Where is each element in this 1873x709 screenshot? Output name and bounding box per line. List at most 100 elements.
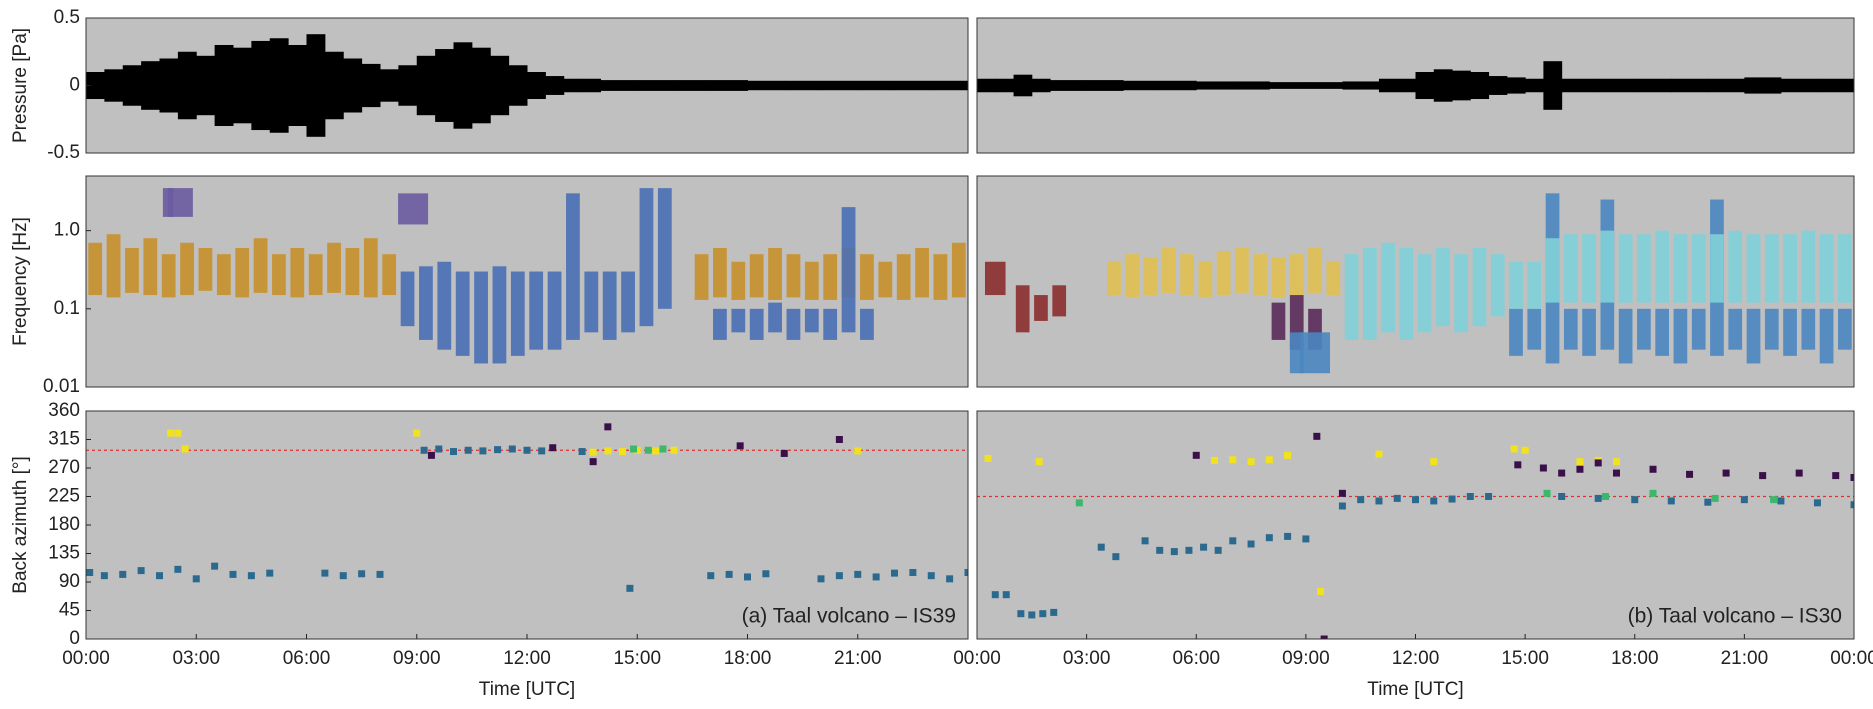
frequency-band (804, 308, 819, 333)
azimuth-point (479, 447, 487, 455)
y-axis-label: Pressure [Pa] (10, 28, 31, 143)
frequency-band (1673, 234, 1688, 303)
frequency-band (1655, 308, 1670, 356)
azimuth-point (744, 573, 751, 581)
azimuth-point (589, 448, 597, 456)
y-tick-label: 360 (48, 400, 80, 421)
azimuth-point (450, 448, 457, 456)
azimuth-point (604, 447, 612, 455)
plot-frame (85, 410, 969, 640)
frequency-band (400, 271, 415, 327)
frequency-band (1728, 230, 1743, 303)
azimuth-point (964, 569, 968, 576)
azimuth-point (909, 569, 917, 576)
azimuth-point (1430, 497, 1438, 505)
plot-frame (976, 410, 1855, 640)
x-tick-label: 12:00 (503, 648, 551, 669)
x-axis-label: Time [UTC] (1367, 679, 1463, 700)
y-tick-label: 1.0 (54, 220, 80, 241)
x-tick-label: 03:00 (172, 648, 220, 669)
frequency-band (1381, 242, 1395, 333)
frequency-band (345, 247, 360, 296)
azimuth-point (652, 447, 660, 455)
frequency-band (1271, 302, 1286, 340)
x-axis-label: Time [UTC] (479, 679, 575, 700)
frequency-band (1801, 308, 1816, 350)
azimuth-point (1229, 456, 1237, 464)
azimuth-point (229, 570, 237, 578)
azimuth-point (1521, 446, 1529, 454)
frequency-band (272, 254, 286, 296)
x-tick-label: 15:00 (613, 648, 661, 669)
frequency-band (1783, 308, 1797, 356)
azimuth-point (659, 445, 667, 453)
azimuth-point (1211, 456, 1219, 464)
azimuth-point (1558, 469, 1566, 477)
azimuth-point (1448, 495, 1456, 503)
frequency-band (1399, 247, 1414, 340)
y-tick-label: 0.5 (54, 7, 80, 28)
frequency-band (768, 247, 782, 300)
y-tick-label: 90 (59, 571, 80, 592)
frequency-band (1253, 254, 1268, 296)
azimuth-point (736, 442, 744, 450)
plot-frame (85, 175, 969, 388)
annotation: (b) Taal volcano – IS30 (1628, 605, 1842, 628)
azimuth-point (1017, 610, 1025, 618)
frequency-band (398, 193, 429, 225)
x-tick-label: 00:00 (1830, 648, 1873, 669)
frequency-band (823, 308, 838, 340)
frequency-band (1509, 261, 1523, 309)
azimuth-point (1141, 537, 1149, 545)
frequency-band (1582, 234, 1596, 303)
azimuth-point (707, 572, 715, 580)
x-tick-label: 12:00 (1392, 648, 1440, 669)
frequency-band (566, 193, 580, 340)
x-tick-label: 18:00 (724, 648, 772, 669)
azimuth-point (1075, 499, 1083, 507)
azimuth-point (1722, 469, 1730, 477)
y-axis-label: Frequency [Hz] (10, 217, 31, 346)
y-tick-label: 0 (69, 628, 80, 649)
frequency-band (639, 188, 654, 327)
frequency-band (786, 254, 801, 298)
frequency-band (694, 254, 709, 300)
azimuth-point (991, 591, 999, 599)
azimuth-point (854, 570, 862, 578)
azimuth-point (578, 448, 586, 456)
azimuth-point (1097, 543, 1105, 551)
x-tick-label: 15:00 (1501, 648, 1549, 669)
plot-frame (85, 17, 969, 154)
azimuth-point (1850, 501, 1854, 509)
azimuth-point (181, 445, 189, 453)
y-axis-label: Back azimuth [°] (10, 456, 31, 593)
azimuth-point (174, 565, 182, 573)
azimuth-point (523, 446, 531, 454)
plot-area (977, 411, 1854, 639)
azimuth-point (1740, 496, 1748, 504)
plot-area (86, 176, 968, 387)
frequency-band (1838, 234, 1852, 303)
azimuth-point (1192, 451, 1200, 459)
frequency-band (657, 188, 672, 309)
azimuth-point (100, 572, 108, 580)
frequency-band (621, 271, 635, 333)
azimuth-point (1375, 497, 1383, 505)
frequency-band (455, 271, 470, 356)
azimuth-point (1485, 493, 1493, 500)
frequency-band (1326, 261, 1341, 296)
y-tick-label: 0.1 (54, 298, 80, 319)
x-tick-label: 09:00 (393, 648, 441, 669)
frequency-band (984, 261, 1006, 296)
frequency-band (161, 254, 176, 298)
y-tick-label: 225 (48, 486, 80, 507)
azimuth-point (1247, 540, 1255, 548)
frequency-band (749, 308, 764, 340)
frequency-band (713, 247, 727, 298)
frequency-band (1436, 247, 1450, 327)
azimuth-point (854, 447, 862, 455)
x-tick-label: 06:00 (1172, 648, 1220, 669)
x-tick-label: 18:00 (1611, 648, 1659, 669)
azimuth-point (1050, 608, 1058, 616)
azimuth-point (1214, 546, 1222, 554)
